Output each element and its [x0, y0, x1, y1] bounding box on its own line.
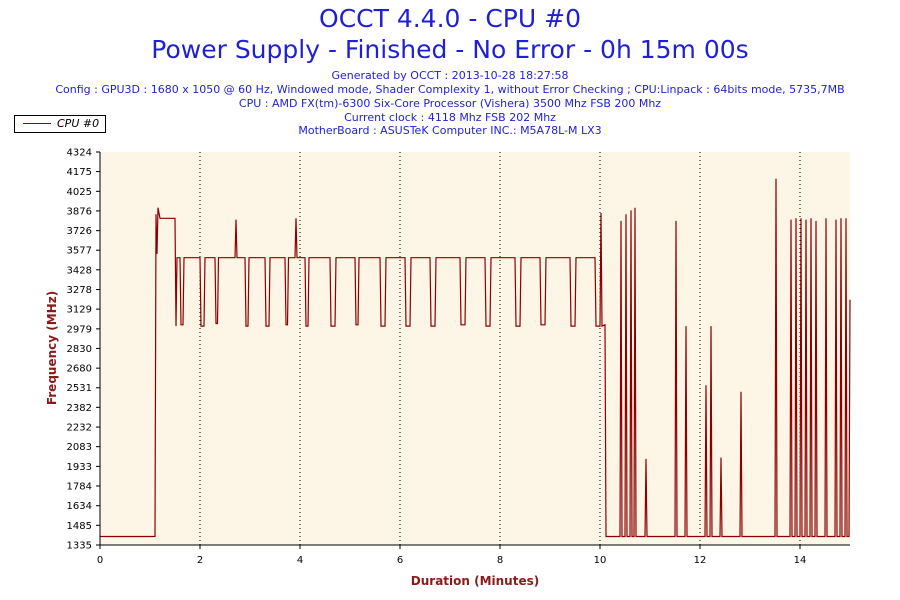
x-tick-label: 4 [297, 555, 303, 566]
y-tick-label: 2382 [67, 403, 92, 414]
y-tick-label: 1933 [67, 462, 92, 473]
info-cpu: CPU : AMD FX(tm)-6300 Six-Core Processor… [238, 97, 662, 110]
y-tick-label: 4025 [67, 187, 92, 198]
x-tick-label: 2 [197, 555, 203, 566]
y-tick-label: 1784 [67, 481, 92, 492]
x-tick-label: 12 [694, 555, 707, 566]
y-tick-label: 1634 [67, 501, 92, 512]
y-tick-label: 3876 [67, 206, 92, 217]
y-tick-label: 2531 [67, 383, 92, 394]
x-axis-title: Duration (Minutes) [411, 574, 539, 588]
chart-title: OCCT 4.4.0 - CPU #0 [319, 4, 581, 33]
y-tick-label: 2680 [67, 364, 92, 375]
x-tick-label: 6 [397, 555, 403, 566]
info-generated: Generated by OCCT : 2013-10-28 18:27:58 [331, 69, 569, 82]
y-tick-label: 3726 [67, 226, 92, 237]
legend-swatch [23, 123, 51, 124]
plot-area [100, 152, 850, 545]
x-tick-label: 14 [794, 555, 807, 566]
chart-subtitle: Power Supply - Finished - No Error - 0h … [151, 35, 749, 64]
info-current-clock: Current clock : 4118 Mhz FSB 202 Mhz [344, 111, 556, 124]
info-motherboard: MotherBoard : ASUSTeK Computer INC.: M5A… [298, 124, 602, 137]
y-tick-label: 4324 [67, 148, 92, 159]
y-tick-label: 3577 [67, 246, 92, 257]
legend-label: CPU #0 [57, 117, 100, 130]
legend: CPU #0 [14, 115, 106, 133]
y-tick-label: 2830 [67, 344, 92, 355]
y-tick-label: 1485 [67, 521, 92, 532]
y-tick-label: 2232 [67, 423, 92, 434]
y-tick-label: 4175 [67, 167, 92, 178]
y-tick-label: 2979 [67, 324, 92, 335]
y-axis-title: Frequency (MHz) [45, 291, 59, 405]
info-config: Config : GPU3D : 1680 x 1050 @ 60 Hz, Wi… [55, 83, 845, 96]
y-tick-label: 1335 [67, 541, 92, 552]
x-tick-label: 8 [497, 555, 503, 566]
y-tick-label: 3278 [67, 285, 92, 296]
x-tick-label: 0 [97, 555, 103, 566]
y-tick-label: 3428 [67, 265, 92, 276]
series-line-cpu0 [100, 178, 851, 538]
y-tick-label: 3129 [67, 305, 92, 316]
y-tick-label: 2083 [67, 442, 92, 453]
x-tick-label: 10 [594, 555, 607, 566]
